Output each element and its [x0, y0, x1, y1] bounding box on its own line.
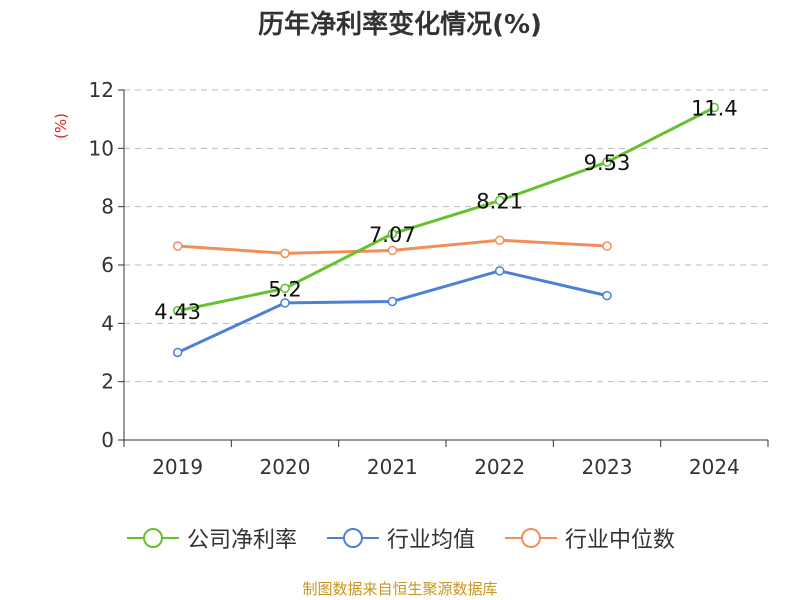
data-point: [280, 248, 290, 259]
x-tick-label: 2019: [152, 455, 203, 479]
y-tick-label: 2: [101, 370, 114, 394]
data-point: [602, 290, 612, 301]
y-tick-label: 12: [89, 78, 114, 102]
chart-title: 历年净利率变化情况(%): [258, 10, 542, 40]
data-point: [387, 296, 398, 307]
data-label: 7.07: [369, 223, 416, 247]
y-tick-label: 4: [101, 311, 114, 335]
x-tick-label: 2020: [260, 455, 311, 479]
data-label: 4.43: [154, 300, 201, 324]
y-tick-label: 6: [101, 253, 114, 277]
x-tick-label: 2024: [689, 455, 740, 479]
y-axis-label: (%): [52, 113, 70, 139]
data-point: [494, 195, 505, 206]
legend-item-company-net-margin[interactable]: 公司净利率: [125, 522, 297, 554]
legend-item-industry-average[interactable]: 行业均值: [325, 522, 475, 554]
series-lines: [172, 102, 720, 358]
y-tick-label: 10: [89, 136, 114, 160]
data-point: [602, 241, 612, 251]
data-point: [280, 283, 290, 294]
series-line: [177, 106, 716, 313]
y-tick-label: 0: [101, 428, 114, 452]
data-labels: 4.43 5.2 7.07 8.21 9.53 11.4: [154, 97, 737, 324]
legend-label: 公司净利率: [186, 528, 297, 553]
data-point: [709, 102, 720, 113]
legend-marker-icon: [505, 528, 557, 548]
legend-item-industry-median[interactable]: 行业中位数: [503, 522, 675, 554]
tick-labels: 0 2 4 6 8 10 12 2019 2020 2021 2022 2023 2024: [89, 78, 769, 479]
series-line: [177, 269, 608, 354]
gridlines: [124, 89, 768, 383]
data-point: [387, 245, 398, 256]
data-point: [280, 298, 290, 308]
source-note: 制图数据来自恒生聚源数据库: [302, 580, 498, 598]
data-point: [387, 229, 398, 239]
data-label: 9.53: [584, 151, 631, 175]
data-point: [494, 266, 505, 276]
legend: 公司净利率 行业均值 行业中位数: [0, 518, 800, 558]
x-tick-label: 2022: [474, 455, 525, 479]
data-point: [494, 235, 505, 245]
legend-marker-icon: [326, 528, 379, 548]
data-point: [172, 347, 183, 358]
data-point: [172, 241, 183, 251]
x-tick-label: 2021: [367, 455, 418, 479]
legend-marker-icon: [126, 528, 179, 548]
data-label: 8.21: [476, 190, 523, 214]
y-tick-label: 8: [101, 195, 114, 219]
data-point: [172, 306, 183, 316]
legend-label: 行业中位数: [565, 528, 676, 553]
data-label: 5.2: [268, 277, 301, 301]
data-label: 11.4: [691, 97, 738, 121]
data-point: [602, 157, 612, 167]
legend-label: 行业均值: [386, 528, 475, 553]
x-tick-label: 2023: [582, 455, 633, 479]
